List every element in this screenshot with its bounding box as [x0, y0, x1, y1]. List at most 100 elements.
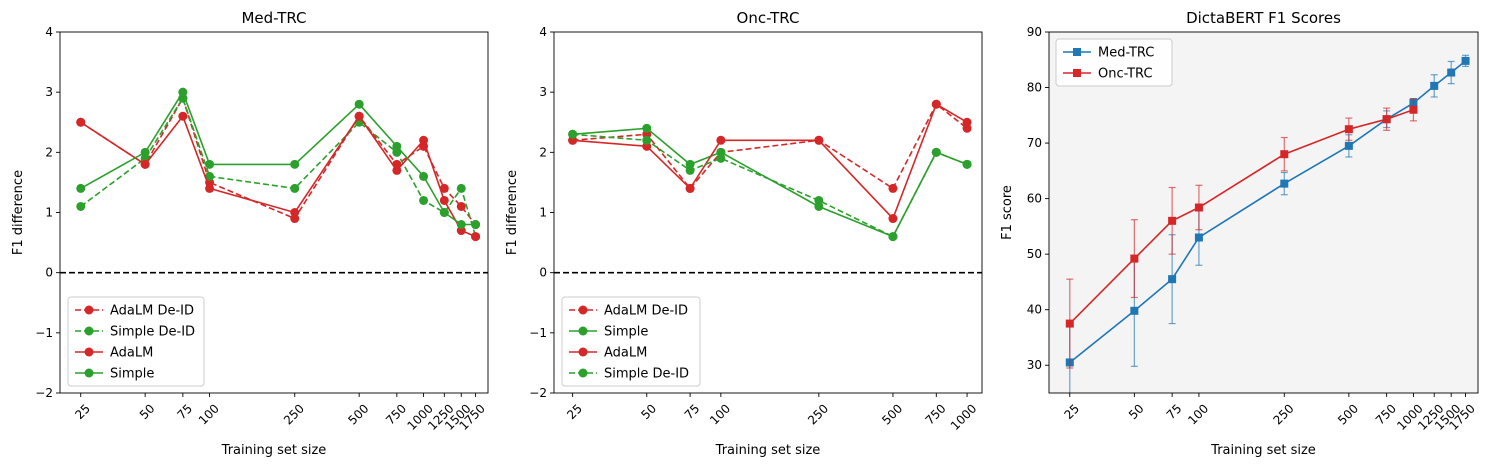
data-point: [419, 195, 429, 205]
data-point: [1280, 179, 1289, 188]
y-tick-label: 60: [1027, 192, 1042, 206]
data-point: [931, 99, 941, 109]
x-tick-label: 50: [137, 401, 158, 422]
y-tick-label: 0: [539, 266, 547, 280]
data-point: [1409, 105, 1418, 114]
legend-label: Simple De-ID: [110, 325, 195, 340]
data-point: [439, 208, 449, 217]
y-tick-label: 90: [1027, 25, 1042, 39]
series-line: [572, 102, 968, 190]
data-point: [888, 214, 898, 224]
data-point: [290, 183, 300, 193]
x-tick-label: 25: [564, 401, 585, 422]
data-point: [290, 208, 300, 217]
data-point: [1130, 306, 1139, 315]
legend-label: Onc-TRC: [1098, 67, 1153, 82]
data-point: [716, 153, 726, 163]
data-point: [568, 129, 578, 139]
data-point: [1382, 115, 1391, 124]
data-point: [814, 195, 824, 205]
data-point: [354, 111, 364, 121]
y-tick-label: 3: [45, 85, 53, 99]
legend-label: AdaLM: [110, 346, 153, 361]
y-tick-label: 1: [539, 206, 547, 220]
legend-label: Med-TRC: [1098, 46, 1154, 61]
series-simple-de-id: [568, 129, 972, 242]
legend-item: Simple: [75, 367, 154, 382]
plot-frame: [1048, 31, 1479, 394]
data-point: [1168, 216, 1177, 225]
data-point: [392, 141, 402, 151]
data-point: [456, 183, 466, 193]
plot-area: [1049, 32, 1478, 393]
legend-item: AdaLM De-ID: [75, 304, 194, 319]
data-point: [888, 183, 898, 193]
x-axis-label: Training set size: [221, 443, 327, 458]
data-point: [642, 135, 652, 145]
chart-title: Med-TRC: [241, 9, 306, 27]
legend-item: AdaLM: [569, 346, 647, 361]
y-tick-label: 70: [1027, 136, 1042, 150]
x-tick-label: 750: [923, 401, 949, 427]
data-point: [1194, 203, 1203, 212]
legend-label: AdaLM De-ID: [110, 304, 194, 319]
x-tick-label: 75: [174, 401, 195, 422]
data-point: [1065, 319, 1074, 328]
legend-item: AdaLM: [75, 346, 153, 361]
x-tick-label: 25: [1061, 401, 1082, 422]
data-point: [1430, 81, 1439, 90]
legend-label: AdaLM: [604, 346, 647, 361]
chart-panel-3: 25 50 75 100 250 500 7501000125015001750304050…: [1000, 9, 1479, 458]
data-point: [419, 135, 429, 145]
y-tick-label: 50: [1027, 247, 1042, 261]
legend-label: Simple: [110, 367, 154, 382]
chart-panel-1: 25 50 75 100 250 500 7501000125015001750−2−101…: [11, 9, 489, 458]
legend-item: Simple De-ID: [75, 325, 195, 340]
data-point: [1280, 150, 1289, 159]
data-point: [205, 171, 215, 181]
x-tick-label: 50: [1126, 401, 1147, 422]
x-tick-label: 100: [196, 401, 222, 427]
y-tick-label: 4: [539, 25, 547, 39]
x-tick-label: 250: [281, 401, 307, 427]
data-point: [354, 99, 364, 109]
x-tick-label: 250: [805, 401, 831, 427]
x-tick-label: 250: [1271, 401, 1297, 427]
y-axis-label: F1 difference: [505, 170, 520, 255]
chart-title: Onc-TRC: [737, 9, 800, 27]
series-adalm: [76, 111, 481, 242]
x-tick-label: 25: [72, 401, 93, 422]
data-point: [456, 201, 466, 211]
legend-label: AdaLM De-ID: [604, 304, 688, 319]
x-axis-label: Training set size: [715, 443, 821, 458]
data-point: [76, 117, 86, 127]
data-point: [962, 159, 972, 169]
x-tick-label: 75: [682, 401, 703, 422]
series-adalm: [568, 99, 972, 224]
data-point: [931, 147, 941, 157]
y-tick-label: 2: [539, 145, 547, 159]
series-line: [1069, 109, 1414, 325]
y-tick-label: 30: [1027, 358, 1042, 372]
data-point: [205, 159, 215, 169]
y-axis-label: F1 score: [1000, 185, 1015, 240]
x-tick-label: 75: [1164, 401, 1185, 422]
data-point: [1461, 56, 1470, 65]
data-point: [1168, 275, 1177, 284]
legend: AdaLM De-ID Simple De-ID AdaLM Simple: [67, 296, 205, 387]
y-axis-label: F1 difference: [11, 170, 26, 255]
legend: AdaLM De-ID Simple AdaLM Simple De-ID: [561, 296, 701, 387]
data-point: [205, 183, 215, 193]
data-point: [456, 220, 466, 230]
chart-title: DictaBERT F1 Scores: [1186, 9, 1341, 27]
x-tick-label: 500: [1335, 401, 1361, 427]
series-line: [572, 103, 968, 220]
x-tick-label: 100: [707, 401, 733, 427]
data-point: [178, 111, 188, 121]
x-axis-label: Training set size: [1210, 443, 1316, 458]
x-tick-label: 50: [638, 401, 659, 422]
series-onc-trc: [1065, 98, 1418, 369]
data-point: [716, 135, 726, 145]
data-point: [439, 183, 449, 193]
